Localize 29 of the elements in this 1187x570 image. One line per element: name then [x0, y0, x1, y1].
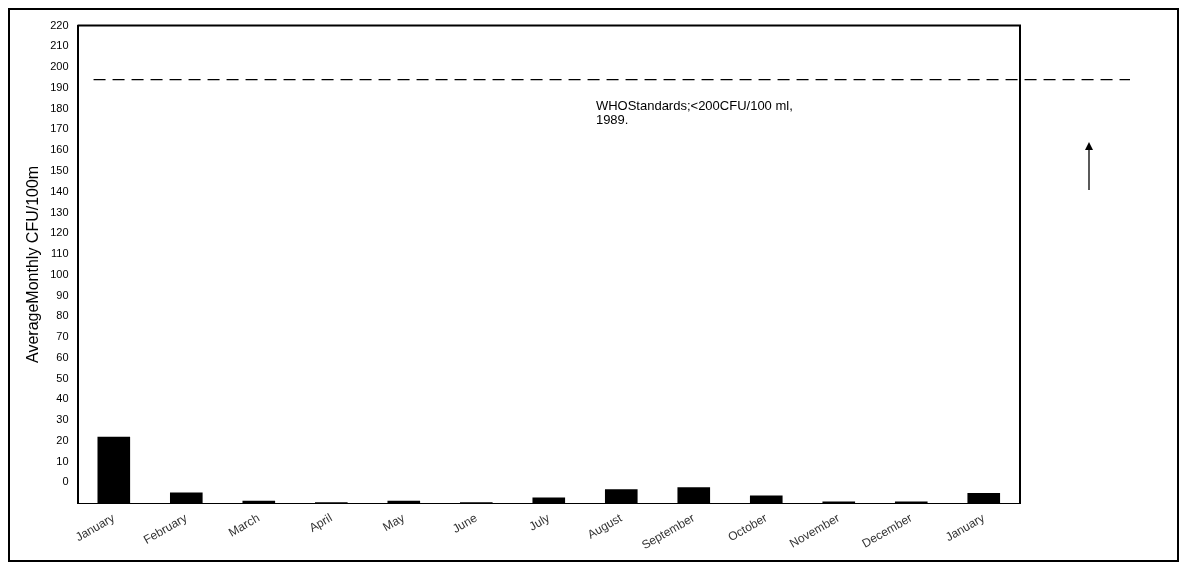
y-tick-label: 190 [50, 80, 69, 93]
y-tick-label: 220 [50, 18, 69, 31]
y-tick-label: 20 [56, 433, 69, 446]
y-tick-label: 120 [50, 226, 69, 239]
y-tick-label: 70 [56, 330, 69, 343]
y-tick-label: 10 [56, 454, 69, 467]
x-tick-label: April [306, 510, 335, 535]
y-tick-label: 130 [50, 205, 69, 218]
y-tick-label: 90 [56, 288, 69, 301]
y-tick-label: 150 [50, 163, 69, 176]
y-tick-label: 180 [50, 101, 69, 114]
y-tick-label: 0 [62, 475, 69, 488]
x-tick-label: June [449, 510, 480, 536]
y-tick-label: 100 [50, 267, 69, 280]
y-tick-label: 40 [56, 392, 69, 405]
ref-line-label: WHOStandards;<200CFU/100 ml, 1989. [595, 97, 793, 127]
y-tick-label: 200 [50, 60, 69, 73]
y-tick-label: 170 [50, 122, 69, 135]
x-tick-label: July [526, 510, 552, 534]
y-axis-title: AverageMonthly CFU/100m [24, 165, 42, 363]
y-tick-label: 50 [56, 371, 69, 384]
y-tick-label: 60 [56, 350, 69, 363]
y-tick-label: 110 [51, 247, 69, 260]
y-tick-label: 80 [56, 309, 69, 322]
y-tick-label: 210 [50, 39, 69, 52]
y-tick-label: 140 [50, 184, 69, 197]
y-tick-label: 160 [50, 143, 69, 156]
y-tick-label: 30 [56, 413, 69, 426]
x-tick-label: May [380, 510, 407, 535]
